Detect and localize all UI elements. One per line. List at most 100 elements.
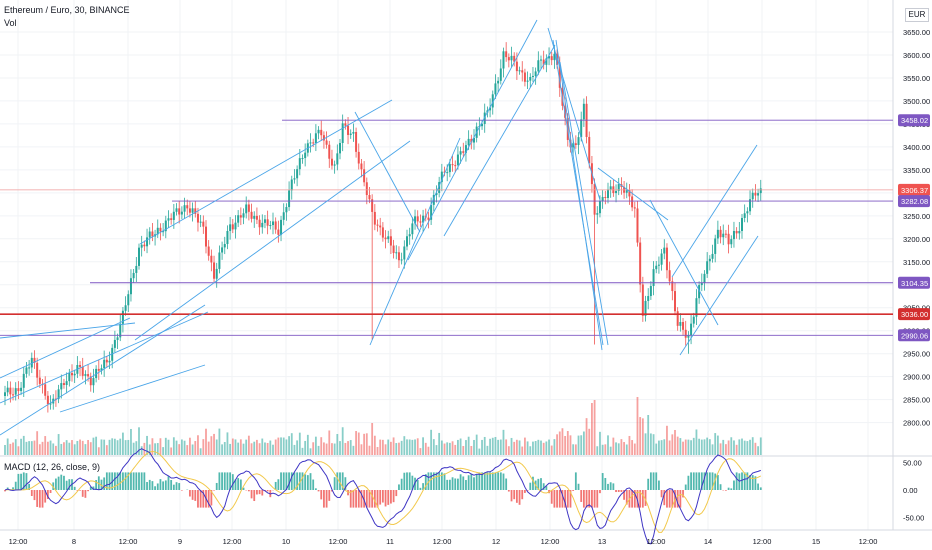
price-tag-label: 3104.35 [901, 279, 928, 288]
macd-histogram-bar [515, 490, 518, 503]
candle-body [237, 215, 240, 223]
macd-histogram-bar [714, 473, 717, 490]
macd-indicator-label[interactable]: MACD (12, 26, close, 9) [4, 462, 101, 472]
time-tick-label: 11 [386, 537, 394, 546]
candle-body [148, 231, 151, 238]
macd-histogram-bar [178, 483, 181, 490]
candle-body [186, 205, 189, 209]
volume-bar [87, 439, 89, 455]
candle-body [663, 247, 666, 254]
volume-bar [708, 439, 711, 455]
price-tick-label: 3150.00 [903, 258, 930, 267]
candle-body [743, 213, 746, 218]
volume-bar [633, 443, 636, 455]
candle-body [164, 220, 167, 232]
candle-body [272, 221, 274, 226]
macd-histogram-bar [223, 472, 226, 490]
macd-histogram-bar [499, 472, 502, 490]
price-tag [898, 183, 930, 196]
candle-body [542, 59, 545, 65]
candle-body [414, 216, 417, 224]
candle-body [371, 199, 374, 212]
candle-body [138, 247, 140, 266]
volume-bar [566, 431, 569, 455]
volume-bar [237, 442, 240, 455]
candle-body [339, 142, 341, 154]
volume-bar [355, 431, 357, 455]
volume-bar [502, 429, 505, 455]
macd-histogram-bar [242, 487, 245, 490]
candle-body [489, 107, 492, 111]
volume-bar [542, 442, 545, 455]
volume-bar [84, 444, 87, 455]
candle-body [580, 119, 583, 138]
macd-histogram-bar [486, 472, 489, 490]
macd-histogram-bar [392, 490, 395, 503]
volume-bar [671, 434, 674, 455]
macd-histogram-bar [475, 474, 478, 490]
candle-body [215, 268, 218, 279]
volume-bar [623, 442, 625, 455]
volume-bar [408, 439, 411, 455]
candle-body [419, 221, 422, 223]
candle-body [226, 230, 229, 245]
volume-bar [231, 438, 234, 455]
macd-histogram-bar [467, 475, 470, 490]
symbol-title[interactable]: Ethereum / Euro, 30, BINANCE [4, 5, 130, 15]
macd-histogram-bar [706, 472, 709, 490]
macd-histogram-bar [288, 472, 290, 490]
candle-body [665, 247, 668, 271]
volume-bar [679, 438, 682, 455]
macd-histogram-bar [746, 472, 749, 490]
trend-line [555, 39, 603, 351]
volume-bar [135, 441, 138, 455]
volume-bar [261, 438, 264, 455]
volume-bar [306, 434, 309, 455]
volume-bar [148, 444, 151, 455]
macd-histogram-bar [682, 490, 684, 498]
volume-bar [333, 443, 336, 455]
candle-body [352, 132, 355, 134]
macd-histogram-bar [663, 490, 666, 506]
candle-body [706, 261, 709, 274]
macd-histogram-bar [700, 472, 703, 490]
price-tick-label: 3400.00 [903, 143, 930, 152]
volume-bar [143, 442, 146, 455]
volume-bar [644, 433, 647, 455]
macd-histogram-bar [138, 472, 140, 490]
macd-histogram-bar [368, 490, 371, 508]
volume-bar [572, 444, 575, 455]
macd-histogram-bar [277, 479, 280, 490]
candle-body [368, 195, 371, 200]
volume-bar [540, 440, 542, 455]
currency-badge[interactable]: EUR [905, 8, 929, 22]
candle-body [593, 184, 596, 215]
volume-bar [473, 439, 475, 455]
volume-bar [674, 429, 676, 455]
volume-bar [550, 445, 553, 455]
candle-body [497, 80, 500, 84]
trend-line [0, 322, 136, 339]
candle-body [60, 383, 63, 390]
volume-bar [727, 440, 730, 455]
candle-body [738, 230, 741, 234]
volume-bar [435, 445, 438, 455]
time-tick-label: 12:00 [9, 537, 28, 546]
volume-indicator-label[interactable]: Vol [4, 18, 17, 28]
volume-bar [625, 444, 628, 455]
macd-histogram-bar [162, 481, 165, 490]
candle-body [389, 236, 392, 246]
candle-body [649, 286, 652, 297]
candle-body [411, 223, 414, 235]
volume-bar [524, 437, 526, 455]
volume-bar [33, 440, 36, 455]
candle-body [57, 389, 60, 399]
macd-histogram-bar [296, 472, 299, 490]
candle-body [146, 237, 149, 247]
macd-histogram-bar [625, 490, 628, 505]
volume-bar [505, 439, 508, 455]
candle-body [322, 135, 325, 141]
macd-histogram-bar [416, 480, 419, 490]
